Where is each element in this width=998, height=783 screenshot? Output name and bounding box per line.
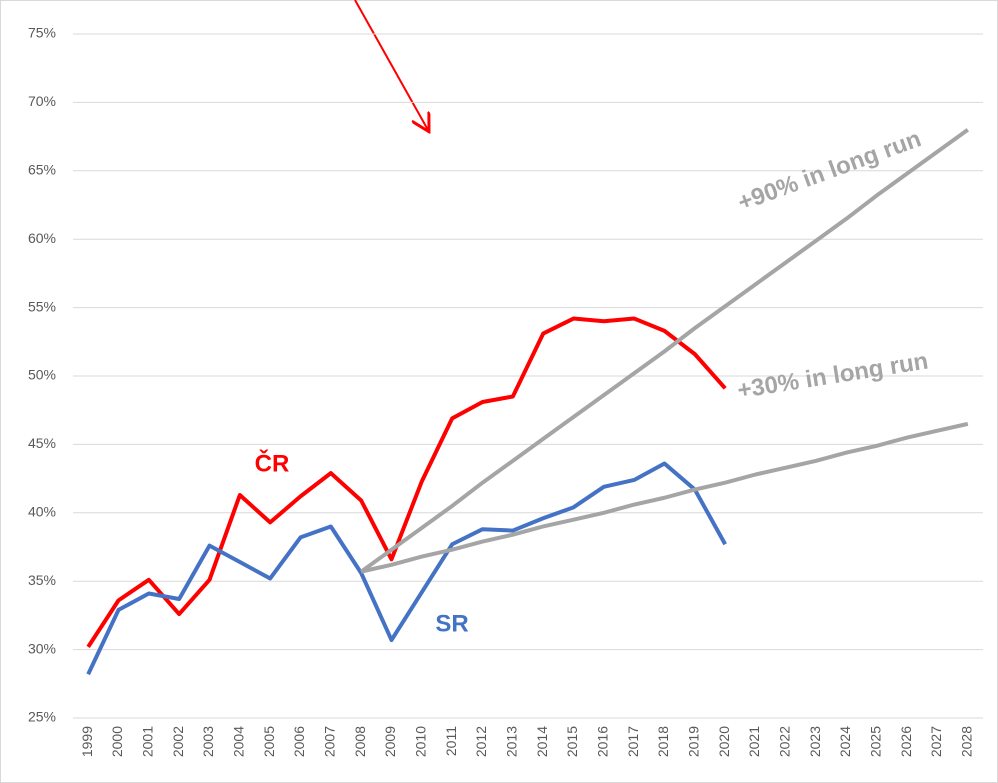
x-tick-label: 2015	[564, 726, 580, 757]
x-tick-label: 2020	[716, 726, 732, 757]
x-tick-label: 2019	[686, 726, 702, 757]
x-tick-label: 2000	[109, 726, 125, 757]
x-tick-label: 2001	[140, 726, 156, 757]
x-tick-label: 2007	[322, 726, 338, 757]
x-tick-label: 2027	[928, 726, 944, 757]
series-line	[359, 128, 970, 574]
x-tick-label: 2022	[777, 726, 793, 757]
series-line	[86, 316, 727, 648]
x-tick-label: 2013	[504, 726, 520, 757]
series-line	[86, 461, 727, 676]
y-tick-label: 50%	[28, 367, 56, 383]
y-tick-label: 30%	[28, 640, 56, 656]
x-tick-label: 2024	[837, 726, 853, 757]
y-tick-label: 40%	[28, 504, 56, 520]
x-tick-label: 2026	[898, 726, 914, 757]
x-tick-label: 2006	[291, 726, 307, 757]
y-tick-label: 25%	[28, 709, 56, 725]
pointer-arrow	[354, 0, 428, 130]
x-tick-label: 2011	[443, 726, 459, 756]
x-tick-label: 2023	[807, 726, 823, 757]
y-tick-label: 65%	[28, 162, 56, 178]
series-label: SR	[435, 610, 468, 637]
x-tick-label: 2014	[534, 726, 550, 757]
x-tick-label: 2003	[200, 726, 216, 757]
y-tick-label: 60%	[28, 230, 56, 246]
x-tick-label: 2021	[746, 726, 762, 757]
x-tick-label: 2012	[473, 726, 489, 757]
x-tick-label: 2017	[625, 726, 641, 757]
y-tick-label: 35%	[28, 572, 56, 588]
x-tick-label: 2004	[231, 726, 247, 757]
x-tick-label: 2005	[261, 726, 277, 757]
x-tick-label: 2002	[170, 726, 186, 757]
x-tick-label: 2010	[413, 726, 429, 757]
x-tick-label: 2018	[655, 726, 671, 757]
x-tick-label: 2008	[352, 726, 368, 757]
x-tick-label: 2016	[595, 726, 611, 757]
x-tick-label: 2009	[382, 726, 398, 757]
x-tick-label: 1999	[79, 726, 95, 757]
y-tick-label: 45%	[28, 435, 56, 451]
series-label: ČR	[255, 449, 290, 477]
series-line	[360, 421, 969, 574]
y-tick-label: 55%	[28, 298, 56, 314]
x-tick-label: 2025	[868, 726, 884, 757]
y-tick-label: 75%	[28, 25, 56, 41]
x-tick-label: 2028	[959, 726, 975, 757]
y-tick-label: 70%	[28, 93, 56, 109]
